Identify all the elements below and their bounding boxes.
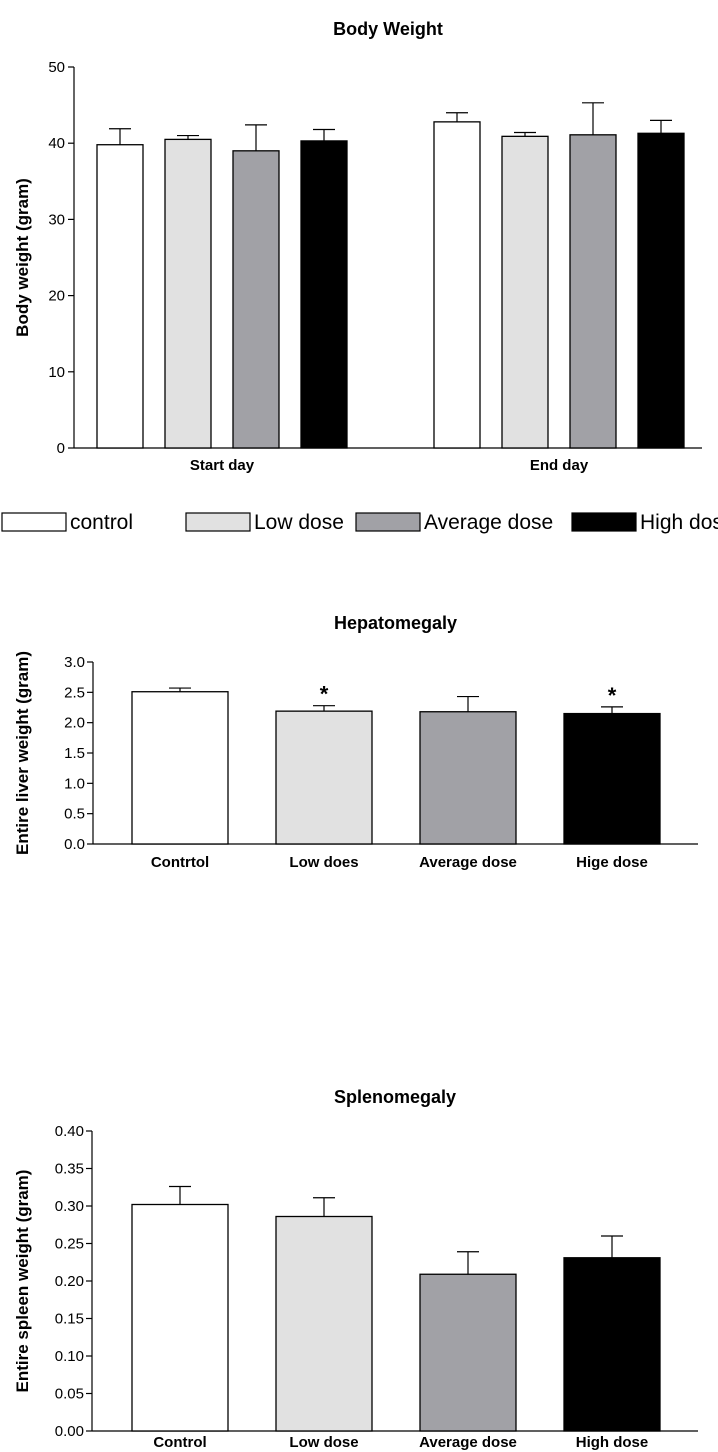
bar bbox=[419, 1273, 517, 1432]
x-tick-label: Hige dose bbox=[576, 854, 648, 871]
legend-item: Low dose bbox=[185, 511, 344, 534]
chart-body-weight: Body Weight Body weight (gram) 0 10 20 30 40 50… bbox=[1, 19, 718, 534]
legend-item: High dose bbox=[571, 511, 718, 534]
x-tick-label: Control bbox=[153, 1434, 206, 1451]
y-axis-label: Entire liver weight (gram) bbox=[13, 651, 32, 855]
y-tick-label: 0.5 bbox=[64, 806, 85, 823]
legend-swatch bbox=[571, 512, 637, 532]
x-tick-label: Average dose bbox=[419, 854, 517, 871]
legend-label: High dose bbox=[640, 511, 718, 534]
y-tick-label: 0.15 bbox=[55, 1311, 84, 1328]
y-tick-label: 1.0 bbox=[64, 775, 85, 792]
y-tick-label: 0.00 bbox=[55, 1423, 84, 1440]
y-tick-label: 0 bbox=[57, 440, 65, 457]
y-tick-label: 1.5 bbox=[64, 745, 85, 762]
y-tick-label: 30 bbox=[48, 211, 65, 228]
y-tick-label: 2.5 bbox=[64, 684, 85, 701]
legend-label: Low dose bbox=[254, 511, 344, 534]
y-axis-label: Entire spleen weight (gram) bbox=[13, 1170, 32, 1393]
legend-swatch bbox=[185, 512, 251, 532]
y-tick-label: 10 bbox=[48, 364, 65, 381]
x-tick-label: Contrtol bbox=[151, 854, 209, 871]
x-tick-label: Low dose bbox=[289, 1434, 358, 1451]
bar bbox=[96, 144, 144, 449]
legend-label: control bbox=[70, 511, 133, 534]
y-tick-label: 40 bbox=[48, 135, 65, 152]
y-tick-label: 50 bbox=[48, 59, 65, 76]
bar bbox=[164, 138, 212, 449]
bar bbox=[275, 1215, 373, 1432]
y-tick-label: 0.25 bbox=[55, 1236, 84, 1253]
y-tick-label: 0.20 bbox=[55, 1273, 84, 1290]
y-tick-label: 0.30 bbox=[55, 1198, 84, 1215]
bar bbox=[300, 140, 348, 449]
chart-title: Body Weight bbox=[333, 19, 443, 39]
x-tick-label: End day bbox=[530, 457, 589, 474]
bar bbox=[131, 691, 229, 845]
significance-marker: * bbox=[320, 682, 329, 707]
y-axis-label: Body weight (gram) bbox=[13, 178, 32, 337]
chart-hepatomegaly: Hepatomegaly Entire liver weight (gram) 0.… bbox=[13, 613, 698, 871]
bar bbox=[569, 134, 617, 449]
legend-swatch bbox=[355, 512, 421, 532]
x-tick-label: Low does bbox=[289, 854, 358, 871]
chart-title: Splenomegaly bbox=[334, 1087, 456, 1107]
y-tick-label: 0.0 bbox=[64, 836, 85, 853]
legend-label: Average dose bbox=[424, 511, 553, 534]
x-tick-label: Start day bbox=[190, 457, 255, 474]
legend-item: Average dose bbox=[355, 511, 553, 534]
bar bbox=[563, 712, 661, 845]
y-tick-label: 0.35 bbox=[55, 1161, 84, 1178]
y-tick-label: 0.10 bbox=[55, 1348, 84, 1365]
chart-title: Hepatomegaly bbox=[334, 613, 457, 633]
bar bbox=[433, 121, 481, 449]
legend-item: control bbox=[1, 511, 133, 534]
x-tick-label: Average dose bbox=[419, 1434, 517, 1451]
legend: control Low dose Average dose High dose bbox=[1, 511, 718, 534]
chart-splenomegaly: Splenomegaly Entire spleen weight (gram) 0… bbox=[13, 1087, 698, 1451]
y-tick-label: 2.0 bbox=[64, 715, 85, 732]
bar bbox=[232, 150, 280, 449]
x-tick-label: High dose bbox=[576, 1434, 649, 1451]
significance-marker: * bbox=[608, 683, 617, 708]
bar bbox=[275, 710, 373, 845]
y-tick-label: 3.0 bbox=[64, 654, 85, 671]
bar bbox=[563, 1257, 661, 1432]
y-tick-label: 0.40 bbox=[55, 1123, 84, 1140]
bar bbox=[637, 132, 685, 449]
bar bbox=[131, 1203, 229, 1432]
legend-swatch bbox=[1, 512, 67, 532]
y-tick-label: 0.05 bbox=[55, 1386, 84, 1403]
bar bbox=[419, 711, 517, 845]
bar bbox=[501, 135, 549, 449]
y-tick-label: 20 bbox=[48, 288, 65, 305]
